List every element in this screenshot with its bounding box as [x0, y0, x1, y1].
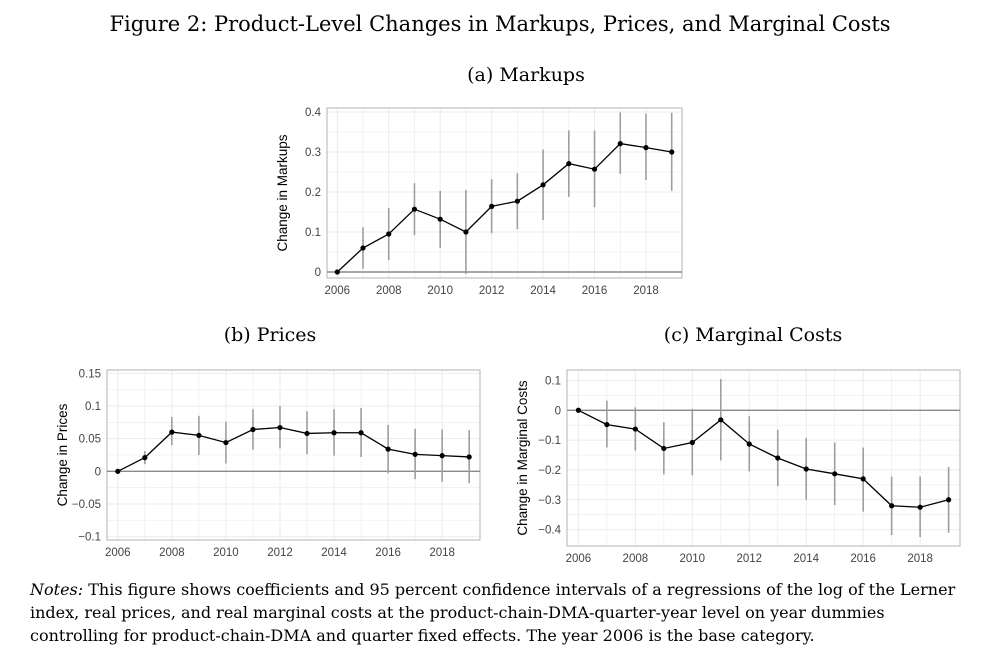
data-point — [277, 424, 283, 431]
x-tick-label: 2012 — [736, 553, 762, 565]
x-tick-label: 2018 — [429, 547, 455, 559]
data-point — [196, 432, 202, 438]
data-point — [604, 421, 610, 428]
x-tick-label: 2010 — [427, 285, 453, 297]
data-point — [661, 445, 667, 452]
x-tick-label: 2010 — [680, 553, 706, 565]
data-point — [358, 430, 364, 436]
data-point — [439, 453, 445, 459]
data-point — [304, 430, 310, 437]
y-tick-label: −0.1 — [78, 532, 101, 544]
series-line — [117, 426, 470, 472]
x-tick-label: 2018 — [907, 553, 933, 565]
x-tick-label: 2012 — [267, 547, 293, 559]
data-point — [437, 216, 443, 222]
x-tick-label: 2014 — [530, 285, 556, 297]
data-point — [617, 141, 623, 147]
data-point — [466, 454, 472, 460]
data-point — [917, 504, 923, 510]
panel-c-title: (c) Marginal Costs — [663, 324, 843, 346]
plot-border — [326, 107, 683, 279]
data-point — [334, 269, 340, 275]
data-point — [115, 468, 121, 474]
y-tick-label: −0.4 — [538, 525, 561, 537]
y-tick-label: 0.1 — [85, 401, 101, 413]
data-point — [540, 182, 546, 188]
x-tick-label: 2006 — [566, 553, 592, 565]
data-point — [643, 145, 649, 151]
y-tick-label: 0 — [315, 267, 321, 279]
y-tick-label: 0 — [95, 466, 101, 478]
data-point — [775, 455, 781, 461]
data-point — [889, 503, 895, 509]
data-point — [385, 446, 391, 452]
y-axis-label: Change in Marginal Costs — [515, 380, 530, 536]
x-tick-label: 2012 — [479, 285, 505, 297]
plot-border — [566, 369, 961, 547]
x-tick-label: 2006 — [105, 547, 131, 559]
data-point — [632, 426, 638, 432]
data-point — [860, 476, 866, 482]
x-tick-label: 2008 — [376, 285, 402, 297]
y-tick-label: 0.4 — [305, 107, 322, 119]
data-point — [669, 149, 675, 155]
data-point — [746, 441, 752, 447]
series-line — [578, 409, 949, 508]
y-axis-label: Change in Markups — [275, 134, 290, 251]
x-tick-label: 2018 — [633, 285, 659, 297]
series-line — [336, 142, 672, 273]
data-point — [331, 430, 337, 436]
y-tick-label: 0.15 — [79, 368, 101, 380]
data-point — [803, 466, 809, 472]
y-tick-label: −0.2 — [538, 465, 561, 477]
notes-label: Notes: — [30, 580, 84, 599]
data-point — [169, 429, 175, 435]
y-tick-label: 0.2 — [305, 187, 321, 199]
panel-b-title: (b) Prices — [223, 324, 317, 346]
data-point — [689, 439, 695, 446]
x-tick-label: 2016 — [850, 553, 876, 565]
x-tick-label: 2014 — [793, 553, 819, 565]
data-point — [412, 451, 418, 457]
data-point — [946, 497, 952, 503]
y-tick-label: 0.05 — [79, 434, 101, 446]
figure-title: Figure 2: Product-Level Changes in Marku… — [109, 12, 891, 36]
marginal-costs-chart: 2006 2008 2010 2012 2014 2016 2018 −0.4 −0.3 −0.2… — [515, 369, 961, 565]
y-tick-label: −0.3 — [538, 495, 561, 507]
data-point — [566, 161, 572, 167]
x-tick-label: 2010 — [213, 547, 239, 559]
panel-a-title: (a) Markups — [467, 64, 585, 86]
data-point — [250, 426, 256, 433]
y-tick-label: 0.3 — [305, 147, 321, 159]
notes-text: This figure shows coefficients and 95 pe… — [30, 580, 956, 645]
data-point — [360, 245, 366, 251]
data-point — [386, 231, 392, 237]
y-axis-label: Change in Prices — [55, 403, 70, 506]
y-tick-label: 0.1 — [545, 375, 561, 387]
data-point — [591, 166, 598, 172]
data-point — [411, 206, 418, 212]
x-tick-label: 2008 — [159, 547, 185, 559]
figure-notes: Notes: This figure shows coefficients an… — [30, 578, 970, 647]
data-point — [489, 203, 495, 209]
data-point — [718, 417, 724, 423]
plot-border — [106, 369, 481, 541]
prices-chart: 2006 2008 2010 2012 2014 2016 2018 −0.1 −0.05 0 0.… — [55, 368, 481, 559]
y-tick-label: −0.05 — [72, 499, 101, 511]
y-tick-label: −0.1 — [538, 435, 561, 447]
data-point — [832, 471, 838, 477]
data-point — [142, 455, 148, 461]
data-point — [514, 198, 520, 204]
markups-chart: 2006 2008 2010 2012 2014 2016 2018 0 0.1 0.2 0.3 0.… — [275, 107, 683, 297]
data-point — [575, 407, 581, 413]
y-tick-label: 0.1 — [305, 227, 321, 239]
x-tick-label: 2008 — [623, 553, 649, 565]
data-point — [463, 229, 469, 235]
x-tick-label: 2014 — [321, 547, 347, 559]
y-tick-label: 0 — [555, 405, 561, 417]
x-tick-label: 2006 — [324, 285, 350, 297]
x-tick-label: 2016 — [582, 285, 608, 297]
data-point — [223, 439, 229, 446]
x-tick-label: 2016 — [375, 547, 401, 559]
